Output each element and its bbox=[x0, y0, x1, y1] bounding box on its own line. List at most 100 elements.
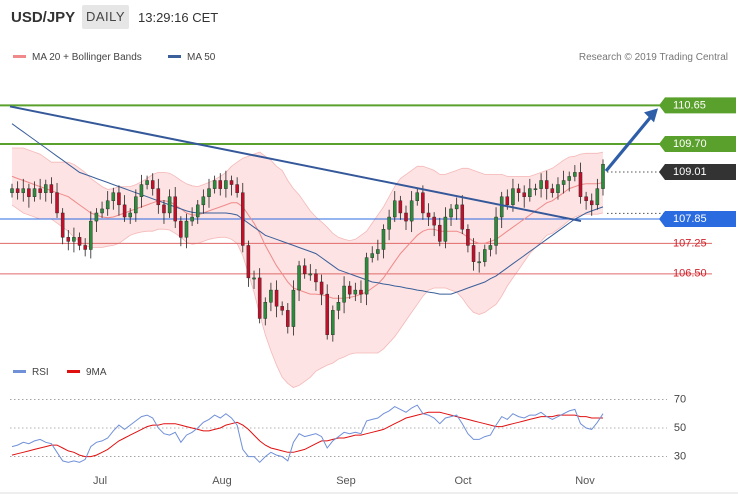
candle bbox=[578, 162, 583, 204]
candle bbox=[556, 177, 560, 200]
candle-body bbox=[83, 245, 87, 250]
forecast-arrow-head bbox=[644, 108, 658, 123]
candle-body bbox=[460, 204, 465, 230]
candle-body bbox=[173, 196, 177, 222]
legend-ma20: MA 20 + Bollinger Bands bbox=[13, 52, 142, 63]
candle-body bbox=[32, 188, 37, 197]
candle bbox=[387, 209, 391, 241]
candle-body bbox=[494, 216, 498, 246]
candle-body bbox=[387, 216, 391, 230]
candle-body bbox=[505, 196, 510, 206]
candle-body bbox=[438, 224, 442, 242]
candle-body bbox=[561, 180, 566, 185]
candle-body bbox=[578, 172, 583, 197]
candle-body bbox=[280, 306, 284, 311]
candle-body bbox=[319, 281, 324, 295]
candle bbox=[27, 183, 31, 208]
candle-body bbox=[376, 249, 380, 254]
candle-body bbox=[21, 188, 26, 193]
candle bbox=[573, 165, 577, 182]
timestamp: 13:29:16 CET bbox=[138, 10, 219, 25]
candle-body bbox=[370, 253, 374, 258]
legend-rsi: RSI bbox=[13, 367, 49, 378]
candle-body bbox=[522, 192, 526, 197]
timeframe-selector[interactable]: DAILY bbox=[82, 5, 129, 29]
candle-body bbox=[111, 192, 116, 201]
candle bbox=[426, 203, 431, 226]
price-label-110.65: 110.65 bbox=[659, 97, 736, 114]
candle bbox=[21, 178, 26, 202]
candle bbox=[173, 187, 177, 228]
candle bbox=[179, 216, 183, 247]
candle bbox=[229, 175, 234, 196]
candle-body bbox=[89, 220, 93, 250]
candle-body bbox=[246, 245, 251, 279]
candle-body bbox=[539, 180, 543, 189]
candle bbox=[89, 211, 93, 259]
candle-body bbox=[302, 265, 307, 275]
ma20-line bbox=[11, 175, 604, 299]
forecast-arrow-shaft bbox=[604, 114, 654, 173]
candle-body bbox=[404, 212, 408, 222]
chart-header: USD/JPY DAILY 13:29:16 CET bbox=[0, 0, 738, 36]
candle bbox=[471, 238, 476, 271]
candle-body bbox=[207, 188, 211, 197]
candle bbox=[212, 175, 217, 194]
candle bbox=[466, 224, 470, 253]
candle bbox=[432, 212, 436, 237]
candle bbox=[134, 189, 138, 222]
candle-body bbox=[483, 249, 487, 262]
candle bbox=[291, 280, 296, 336]
candle-body bbox=[454, 204, 459, 210]
price-label-box bbox=[659, 97, 736, 114]
candle bbox=[404, 205, 408, 231]
candle bbox=[269, 282, 273, 312]
x-tick-sep: Sep bbox=[336, 475, 356, 487]
candle bbox=[483, 244, 487, 267]
candle bbox=[353, 282, 358, 302]
candle bbox=[522, 185, 526, 208]
candle-body bbox=[533, 188, 538, 191]
bollinger-lower-line bbox=[11, 204, 604, 388]
candle bbox=[100, 201, 104, 218]
candle-body bbox=[443, 216, 448, 242]
candle bbox=[38, 178, 42, 200]
rsi-tick-label: 30 bbox=[674, 450, 686, 462]
candle bbox=[218, 173, 223, 196]
rsi-tick-label: 50 bbox=[674, 422, 686, 434]
candle bbox=[331, 305, 335, 342]
candle-body bbox=[190, 216, 194, 222]
candle-body bbox=[297, 265, 301, 291]
candle bbox=[60, 208, 65, 245]
rsi-9ma-line bbox=[11, 411, 603, 458]
rsi-panel: 70 50 30 bbox=[10, 393, 686, 464]
candle-body bbox=[167, 196, 172, 214]
candle bbox=[336, 294, 341, 320]
bollinger-bands bbox=[11, 147, 604, 388]
legend-9ma: 9MA bbox=[67, 367, 107, 378]
candle bbox=[528, 178, 532, 202]
candle-body bbox=[415, 192, 420, 201]
trendline bbox=[9, 105, 582, 223]
x-axis: Jul Aug Sep Oct Nov bbox=[0, 475, 738, 494]
price-label-text: 107.25 bbox=[673, 237, 707, 249]
candle bbox=[370, 246, 374, 263]
legend-9ma-label: 9MA bbox=[86, 367, 107, 378]
candle-body bbox=[38, 188, 42, 193]
candle bbox=[10, 183, 14, 198]
candle-body bbox=[212, 180, 217, 189]
candle-body bbox=[162, 204, 166, 214]
candle bbox=[314, 268, 318, 291]
candle bbox=[376, 239, 380, 261]
candle-body bbox=[10, 188, 14, 193]
candle bbox=[347, 281, 352, 299]
candle bbox=[184, 213, 189, 249]
price-label-box bbox=[659, 135, 736, 152]
ma20-swatch bbox=[13, 54, 26, 58]
candle-body bbox=[359, 289, 363, 295]
candle-body bbox=[105, 200, 110, 210]
candle bbox=[263, 297, 268, 326]
candle-body bbox=[567, 176, 571, 181]
candle-body bbox=[150, 180, 155, 189]
candle-body bbox=[347, 285, 352, 295]
